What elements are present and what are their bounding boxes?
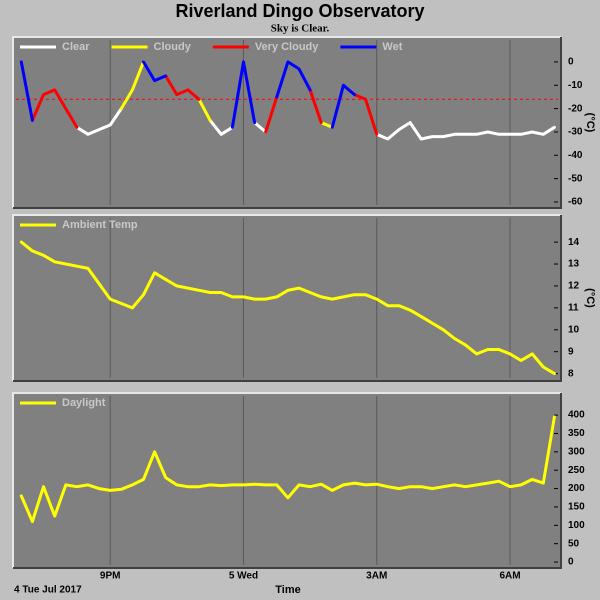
y-tick-label: 10 — [568, 324, 580, 335]
y-axis-label: (°C) — [584, 113, 596, 133]
x-tick-label: 5 Wed — [229, 571, 258, 582]
y-tick-label: 8 — [568, 368, 574, 379]
y-tick-label: 100 — [568, 520, 585, 531]
y-tick-label: 400 — [568, 410, 585, 421]
y-tick-label: 250 — [568, 465, 585, 476]
y-tick-label: -20 — [568, 103, 583, 114]
data-line — [119, 60, 334, 129]
y-tick-label: 13 — [568, 259, 580, 270]
data-line — [19, 60, 356, 129]
panel: 9PM 5 Wed 3AM 6AM 400 350 300 250 200 150 100 50 0 Da… — [12, 392, 585, 582]
data-line — [30, 74, 379, 136]
panel-bevel-dark — [13, 37, 562, 209]
panel: 14 13 12 11 10 9 8 (°C) Ambient Temp — [12, 214, 596, 382]
y-tick-label: 0 — [568, 57, 574, 68]
y-tick-label: 12 — [568, 281, 580, 292]
y-tick-label: -40 — [568, 150, 583, 161]
y-tick-label: 11 — [568, 303, 579, 314]
panel-bevel-dark — [13, 393, 562, 569]
y-tick-label: 200 — [568, 483, 585, 494]
y-tick-label: -50 — [568, 173, 583, 184]
panel-background — [13, 215, 561, 381]
legend-label: Daylight — [62, 397, 106, 409]
panel-bevel-light — [12, 36, 561, 208]
panel-bevel-light — [12, 214, 561, 381]
y-tick-label: 0 — [568, 557, 574, 568]
x-axis-label: Time — [275, 584, 300, 596]
subtitle: Sky is Clear. — [271, 23, 330, 35]
x-tick-label: 9PM — [100, 571, 121, 582]
panel-bevel-dark — [13, 215, 562, 382]
y-tick-label: 50 — [568, 538, 580, 549]
x-tick-label: 3AM — [366, 571, 387, 582]
y-tick-label: 350 — [568, 428, 585, 439]
y-tick-label: 9 — [568, 346, 574, 357]
legend-label: Very Cloudy — [255, 41, 319, 53]
data-line — [19, 240, 556, 376]
y-tick-label: -30 — [568, 127, 583, 138]
y-tick-label: -10 — [568, 80, 583, 91]
y-tick-label: 300 — [568, 446, 585, 457]
y-tick-label: 150 — [568, 502, 585, 513]
y-tick-label: 14 — [568, 237, 580, 248]
data-line — [75, 107, 556, 141]
legend-label: Ambient Temp — [62, 219, 138, 231]
data-line — [19, 415, 556, 524]
legend-label: Clear — [62, 41, 90, 53]
y-axis-label: (°C) — [584, 288, 596, 308]
y-tick-label: -60 — [568, 197, 583, 208]
panel-background — [13, 393, 561, 568]
legend-label: Wet — [382, 41, 402, 53]
title: Riverland Dingo Observatory — [175, 1, 424, 21]
legend-label: Cloudy — [154, 41, 192, 53]
x-tick-label: 6AM — [499, 571, 520, 582]
panel-bevel-light — [12, 392, 561, 568]
panel: 0 -10 -20 -30 -40 -50 -60 (°C) Clear Cloudy Very C… — [12, 36, 596, 209]
date-label: 4 Tue Jul 2017 — [14, 585, 82, 596]
